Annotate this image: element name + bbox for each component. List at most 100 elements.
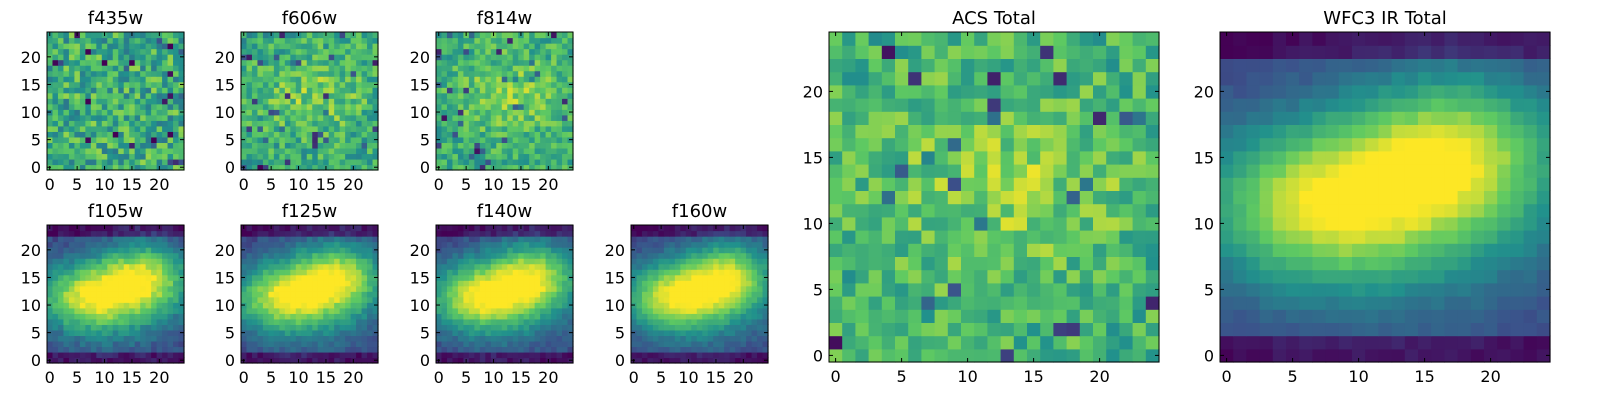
heatmap-cell <box>501 98 508 105</box>
heatmap-cell <box>663 318 670 325</box>
heatmap-cell <box>367 258 374 265</box>
heatmap-cell <box>151 346 158 353</box>
heatmap-cell <box>452 307 459 314</box>
heatmap-cell <box>436 158 443 166</box>
heatmap-cell <box>112 153 119 160</box>
heatmap-cell <box>724 318 731 325</box>
heatmap-cell <box>151 225 158 232</box>
heatmap-cell <box>118 329 125 336</box>
heatmap-cell <box>1079 269 1094 284</box>
heatmap-cell <box>101 125 108 132</box>
heatmap-cell <box>74 230 81 237</box>
heatmap-cell <box>345 346 352 353</box>
heatmap-cell <box>156 59 163 66</box>
heatmap-cell <box>173 147 180 155</box>
heatmap-cell <box>636 230 643 237</box>
heatmap-cell <box>134 142 141 149</box>
heatmap-cell <box>367 329 374 336</box>
heatmap-cell <box>496 120 503 127</box>
heatmap-cell <box>908 335 922 350</box>
heatmap-cell <box>707 285 714 292</box>
heatmap-cell <box>173 76 180 83</box>
heatmap-cell <box>356 351 363 359</box>
heatmap-cell <box>463 92 470 99</box>
heatmap-cell <box>251 136 259 143</box>
heatmap-cell <box>529 48 536 55</box>
heatmap-cell <box>523 54 530 61</box>
heatmap-cell <box>156 147 163 155</box>
heatmap-cell <box>241 269 248 276</box>
heatmap-cell <box>452 65 459 72</box>
heatmap-cell <box>306 125 313 132</box>
heatmap-cell <box>512 92 519 99</box>
heatmap-cell <box>246 335 253 342</box>
heatmap-cell <box>57 241 65 248</box>
heatmap-cell <box>518 81 525 88</box>
heatmap-cell <box>262 274 269 281</box>
heatmap-cell <box>490 236 497 243</box>
heatmap-cell <box>746 329 753 336</box>
heatmap-cell <box>567 125 574 132</box>
heatmap-cell <box>361 136 368 143</box>
heatmap-cell <box>290 98 297 105</box>
heatmap-cell <box>262 313 269 320</box>
heatmap-cell <box>79 114 86 121</box>
heatmap-cell <box>842 243 856 257</box>
heatmap-cell <box>452 87 459 94</box>
heatmap-cell <box>112 225 119 232</box>
heatmap-cell <box>518 65 525 72</box>
heatmap-cell <box>829 177 843 191</box>
heatmap-cell <box>52 43 59 50</box>
heatmap-cell <box>641 346 649 353</box>
heatmap-cell <box>534 236 541 243</box>
heatmap-cell <box>140 285 147 292</box>
heatmap-cell <box>334 109 341 116</box>
heatmap-cell <box>987 282 1002 297</box>
heatmap-cell <box>485 81 492 88</box>
heatmap-cell <box>479 291 486 298</box>
heatmap-cell <box>284 37 291 44</box>
heatmap-cell <box>829 256 843 271</box>
heatmap-cell <box>361 125 368 132</box>
heatmap-cell <box>523 32 530 39</box>
heatmap-cell <box>507 263 514 270</box>
heatmap-cell <box>118 307 125 314</box>
heatmap-cell <box>441 76 448 83</box>
heatmap-cell <box>881 348 896 363</box>
heatmap-cell <box>290 296 297 303</box>
heatmap-cell <box>718 225 725 232</box>
heatmap-cell <box>52 87 59 94</box>
heatmap-cell <box>540 263 547 270</box>
heatmap-cell <box>855 203 870 218</box>
heatmap-cell <box>90 70 97 77</box>
heatmap-cell <box>361 98 368 105</box>
heatmap-cell <box>367 43 374 50</box>
heatmap-cell <box>63 313 70 320</box>
heatmap-cell <box>1106 216 1120 231</box>
heatmap-cell <box>295 59 302 66</box>
heatmap-cell <box>507 81 514 88</box>
heatmap-cell <box>367 230 374 237</box>
heatmap-cell <box>63 346 70 353</box>
heatmap-cell <box>479 87 486 94</box>
y-tick-label: 15 <box>410 75 430 94</box>
heatmap-cell <box>356 346 363 353</box>
heatmap-cell <box>312 125 319 132</box>
heatmap-cell <box>507 164 514 171</box>
heatmap-cell <box>96 158 103 166</box>
heatmap-cell <box>262 324 269 331</box>
heatmap-cell <box>178 158 185 166</box>
heatmap-cell <box>457 274 464 281</box>
heatmap-cell <box>262 291 269 298</box>
heatmap-cell <box>647 302 654 309</box>
heatmap-cell <box>162 81 169 88</box>
heatmap-cell <box>367 346 374 353</box>
heatmap-cell <box>652 230 659 237</box>
heatmap-cell <box>468 346 475 353</box>
heatmap-cell <box>757 329 764 336</box>
heatmap-cell <box>567 59 574 66</box>
heatmap-cell <box>162 236 169 243</box>
heatmap-cell <box>1013 256 1028 271</box>
x-tick-label: 5 <box>72 368 82 387</box>
heatmap-cell <box>452 76 459 83</box>
